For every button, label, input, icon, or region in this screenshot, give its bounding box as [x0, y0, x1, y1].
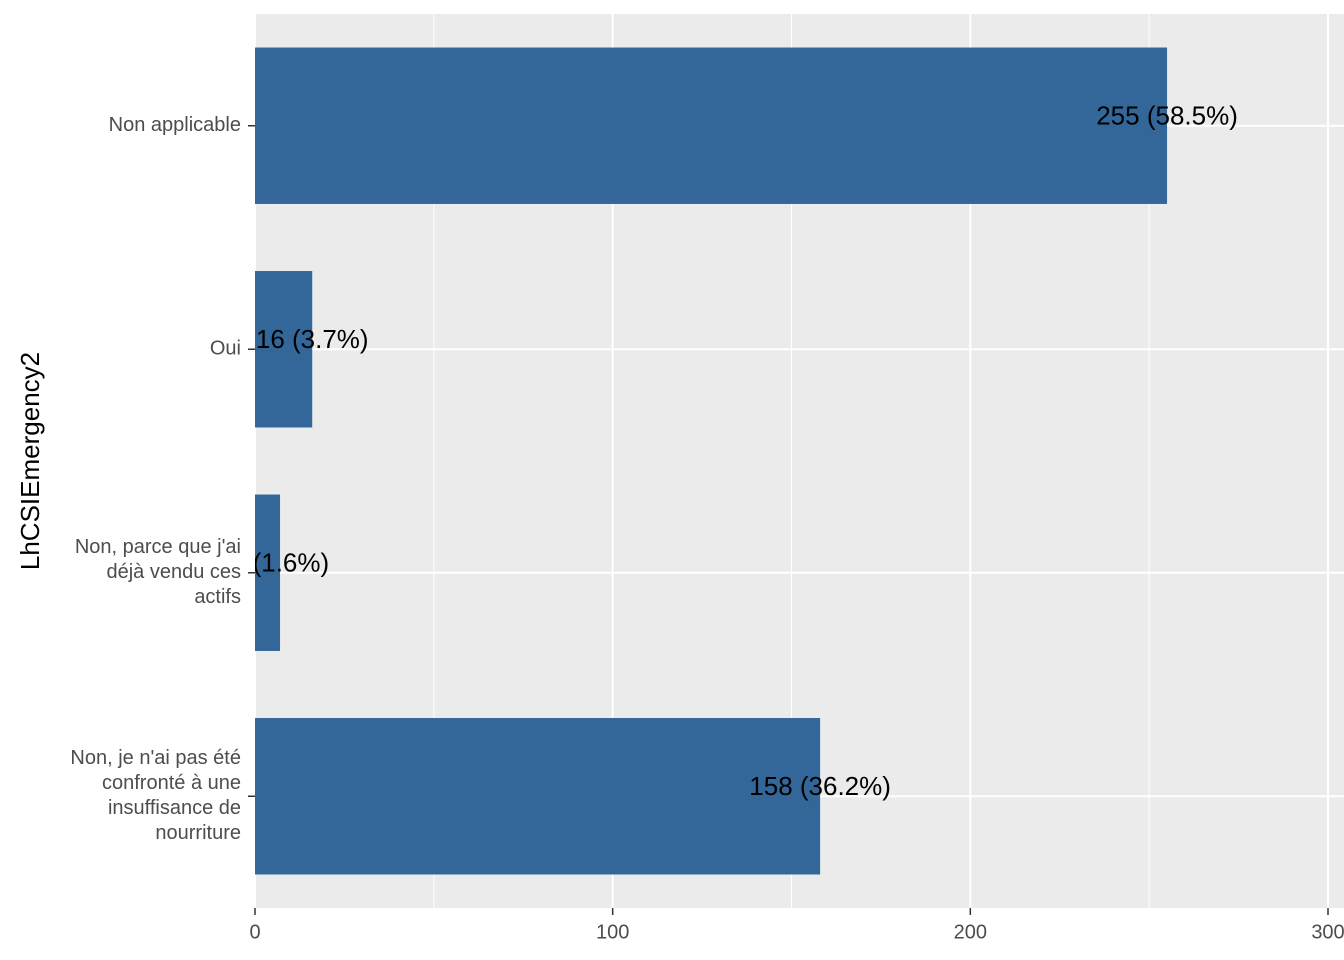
value-label: 7 (1.6%): [231, 548, 329, 578]
y-tick-label: Non, je n'ai pas été confronté à une insuf…: [70, 747, 241, 844]
y-axis-title: LhCSIEmergency2: [15, 352, 45, 570]
bar: [255, 271, 313, 428]
bar: [255, 47, 1168, 204]
y-tick-label: Oui: [210, 338, 241, 360]
x-tick-label: 0: [249, 921, 260, 943]
axes: Non applicable Oui Non, parce que j'ai déjà…: [70, 114, 1344, 943]
bar: [255, 718, 821, 875]
x-tick-label: 300: [1311, 921, 1344, 943]
value-label: 158 (36.2%): [749, 771, 891, 801]
bar: [255, 494, 281, 651]
x-tick-label: 200: [954, 921, 987, 943]
y-tick-label: Non, parce que j'ai déjà vendu ces actifs: [75, 536, 241, 608]
marks: 255 (58.5%) 16 (3.7%) 7 (1.6%) 158 (36.2%): [231, 47, 1238, 875]
y-tick-label: Non applicable: [109, 114, 241, 136]
x-tick-label: 100: [596, 921, 629, 943]
value-label: 16 (3.7%): [256, 324, 369, 354]
value-label: 255 (58.5%): [1096, 101, 1238, 131]
